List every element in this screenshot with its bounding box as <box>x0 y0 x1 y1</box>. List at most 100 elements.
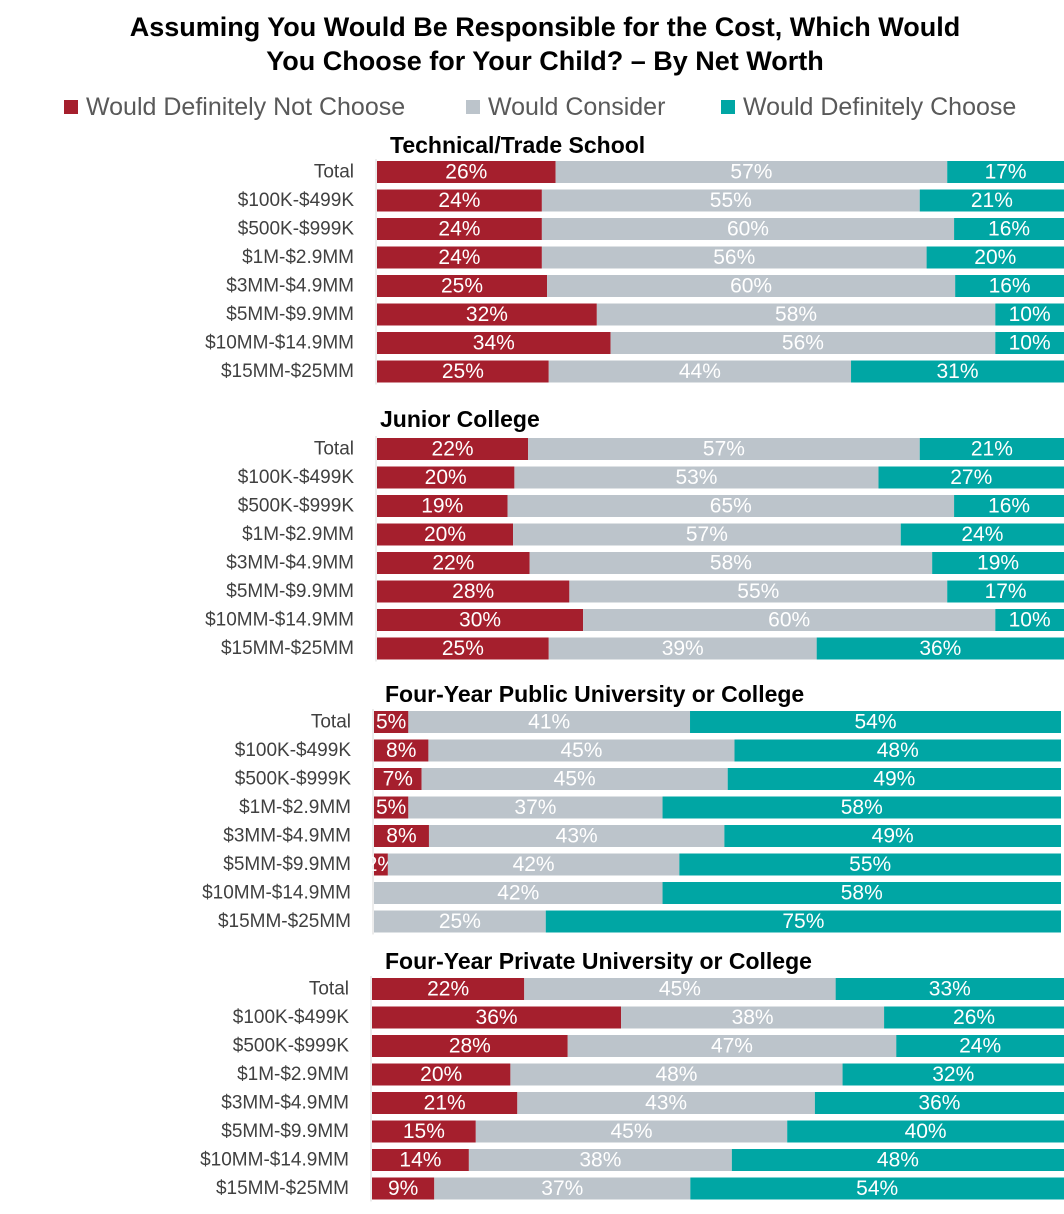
data-label-not-choose: 20% <box>425 466 467 489</box>
data-label-consider: 43% <box>645 1092 687 1115</box>
bar-segment-choose <box>954 495 1064 517</box>
bar-segment-choose <box>954 218 1064 240</box>
data-label-choose: 16% <box>988 495 1030 518</box>
bar-segment-consider <box>514 466 879 489</box>
bar-segment-consider <box>555 161 948 183</box>
category-label: $500K-$999K <box>235 769 352 790</box>
category-label: $100K-$499K <box>233 1007 350 1028</box>
bar-segment-not-choose <box>372 1092 518 1114</box>
bar-segment-not-choose <box>377 466 515 489</box>
data-label-choose: 58% <box>841 882 883 905</box>
bar-segment-choose <box>851 360 1064 383</box>
data-label-consider: 53% <box>675 466 717 489</box>
legend-item-choose: Would Definitely Choose <box>721 92 1016 122</box>
bar-segment-consider <box>548 360 852 383</box>
panel-4: Four-Year Private University or College T… <box>200 948 1064 1202</box>
data-label-consider: 41% <box>528 711 570 734</box>
bar-segment-consider <box>583 609 996 631</box>
category-label: $500K-$999K <box>238 496 355 517</box>
data-label-choose: 17% <box>985 161 1027 184</box>
data-label-not-choose: 25% <box>441 275 483 298</box>
data-label-not-choose: 22% <box>432 438 474 461</box>
bar-segment-consider <box>567 1035 897 1057</box>
category-label: $15MM-$25MM <box>221 638 354 659</box>
category-label: $500K-$999K <box>233 1036 350 1057</box>
data-label-not-choose: 32% <box>466 303 508 326</box>
bar-segment-not-choose <box>377 360 549 383</box>
bar-segment-not-choose <box>377 609 584 631</box>
data-label-not-choose: 22% <box>427 978 469 1001</box>
bar-segment-consider <box>569 580 948 603</box>
data-label-not-choose: 20% <box>420 1063 462 1086</box>
data-label-choose: 24% <box>959 1035 1001 1058</box>
category-label: $100K-$499K <box>235 740 352 761</box>
bar-segment-consider <box>374 910 546 933</box>
data-label-choose: 54% <box>854 711 896 734</box>
data-label-consider: 58% <box>710 552 752 575</box>
data-label-choose: 55% <box>849 853 891 876</box>
panel-title: Technical/Trade School <box>390 132 645 158</box>
data-label-consider: 65% <box>710 495 752 518</box>
category-label: $10MM-$14.9MM <box>202 883 351 904</box>
data-label-not-choose: 15% <box>403 1120 445 1143</box>
data-label-consider: 48% <box>655 1063 697 1086</box>
bar-segment-choose <box>878 466 1064 489</box>
panel-2: Junior College Total 22% 57% 21% $100K-$499K 2… <box>205 406 1064 662</box>
bar-segment-consider <box>434 1177 691 1200</box>
bar-segment-choose <box>955 275 1064 297</box>
category-label: $5MM-$9.9MM <box>223 854 351 875</box>
bar-segment-not-choose <box>377 218 542 240</box>
data-label-consider: 60% <box>768 609 810 632</box>
data-label-not-choose: 19% <box>421 495 463 518</box>
data-label-choose: 49% <box>872 825 914 848</box>
data-label-choose: 40% <box>905 1120 947 1143</box>
panel-title: Junior College <box>380 406 540 432</box>
bar-segment-not-choose <box>377 438 529 460</box>
data-label-not-choose: 14% <box>399 1149 441 1172</box>
bar-segment-not-choose <box>372 1149 469 1171</box>
data-label-not-choose: 5% <box>376 796 406 819</box>
bar-segment-not-choose <box>377 637 549 660</box>
category-label: $500K-$999K <box>238 219 355 240</box>
bar-segment-not-choose <box>374 711 409 733</box>
bar-segment-consider <box>541 246 927 269</box>
data-label-choose: 75% <box>782 910 824 933</box>
chart-title-line1: Assuming You Would Be Responsible for th… <box>129 12 961 42</box>
category-label: $1M-$2.9MM <box>242 247 354 268</box>
panel-3: Four-Year Public University or College To… <box>202 681 1061 935</box>
data-label-choose: 54% <box>856 1177 898 1200</box>
bar-segment-choose <box>816 637 1064 660</box>
bar-segment-choose <box>932 552 1064 574</box>
bar-segment-not-choose <box>374 853 388 876</box>
data-label-choose: 24% <box>961 523 1003 546</box>
data-label-choose: 36% <box>919 637 961 660</box>
bar-segment-consider <box>547 275 956 297</box>
category-label: $3MM-$4.9MM <box>226 553 354 574</box>
data-label-not-choose: 22% <box>432 552 474 575</box>
data-label-consider: 60% <box>727 218 769 241</box>
legend-label-choose: Would Definitely Choose <box>743 92 1017 121</box>
data-label-not-choose: 30% <box>459 609 501 632</box>
bar-segment-choose <box>947 580 1064 603</box>
data-label-consider: 60% <box>730 275 772 298</box>
bar-segment-choose <box>919 189 1064 212</box>
data-label-consider: 38% <box>732 1006 774 1029</box>
bar-segment-consider <box>428 825 725 847</box>
panel-1: Technical/Trade School Total 26% 57% 17% $100… <box>205 132 1064 385</box>
data-label-not-choose: 5% <box>376 711 406 734</box>
data-label-choose: 48% <box>877 739 919 762</box>
bar-segment-consider <box>468 1149 732 1171</box>
data-label-consider: 58% <box>775 303 817 326</box>
data-label-not-choose: 36% <box>476 1006 518 1029</box>
chart-title-line2: You Choose for Your Child? – By Net Wort… <box>266 46 824 76</box>
bar-segment-not-choose <box>372 978 525 1000</box>
legend-swatch-choose <box>721 100 735 114</box>
bar-segment-consider <box>510 1063 843 1086</box>
data-label-consider: 57% <box>730 161 772 184</box>
data-label-choose: 36% <box>918 1092 960 1115</box>
bar-segment-consider <box>408 711 691 733</box>
category-label: $5MM-$9.9MM <box>226 581 354 602</box>
data-label-consider: 42% <box>497 882 539 905</box>
category-label: $3MM-$4.9MM <box>223 826 351 847</box>
